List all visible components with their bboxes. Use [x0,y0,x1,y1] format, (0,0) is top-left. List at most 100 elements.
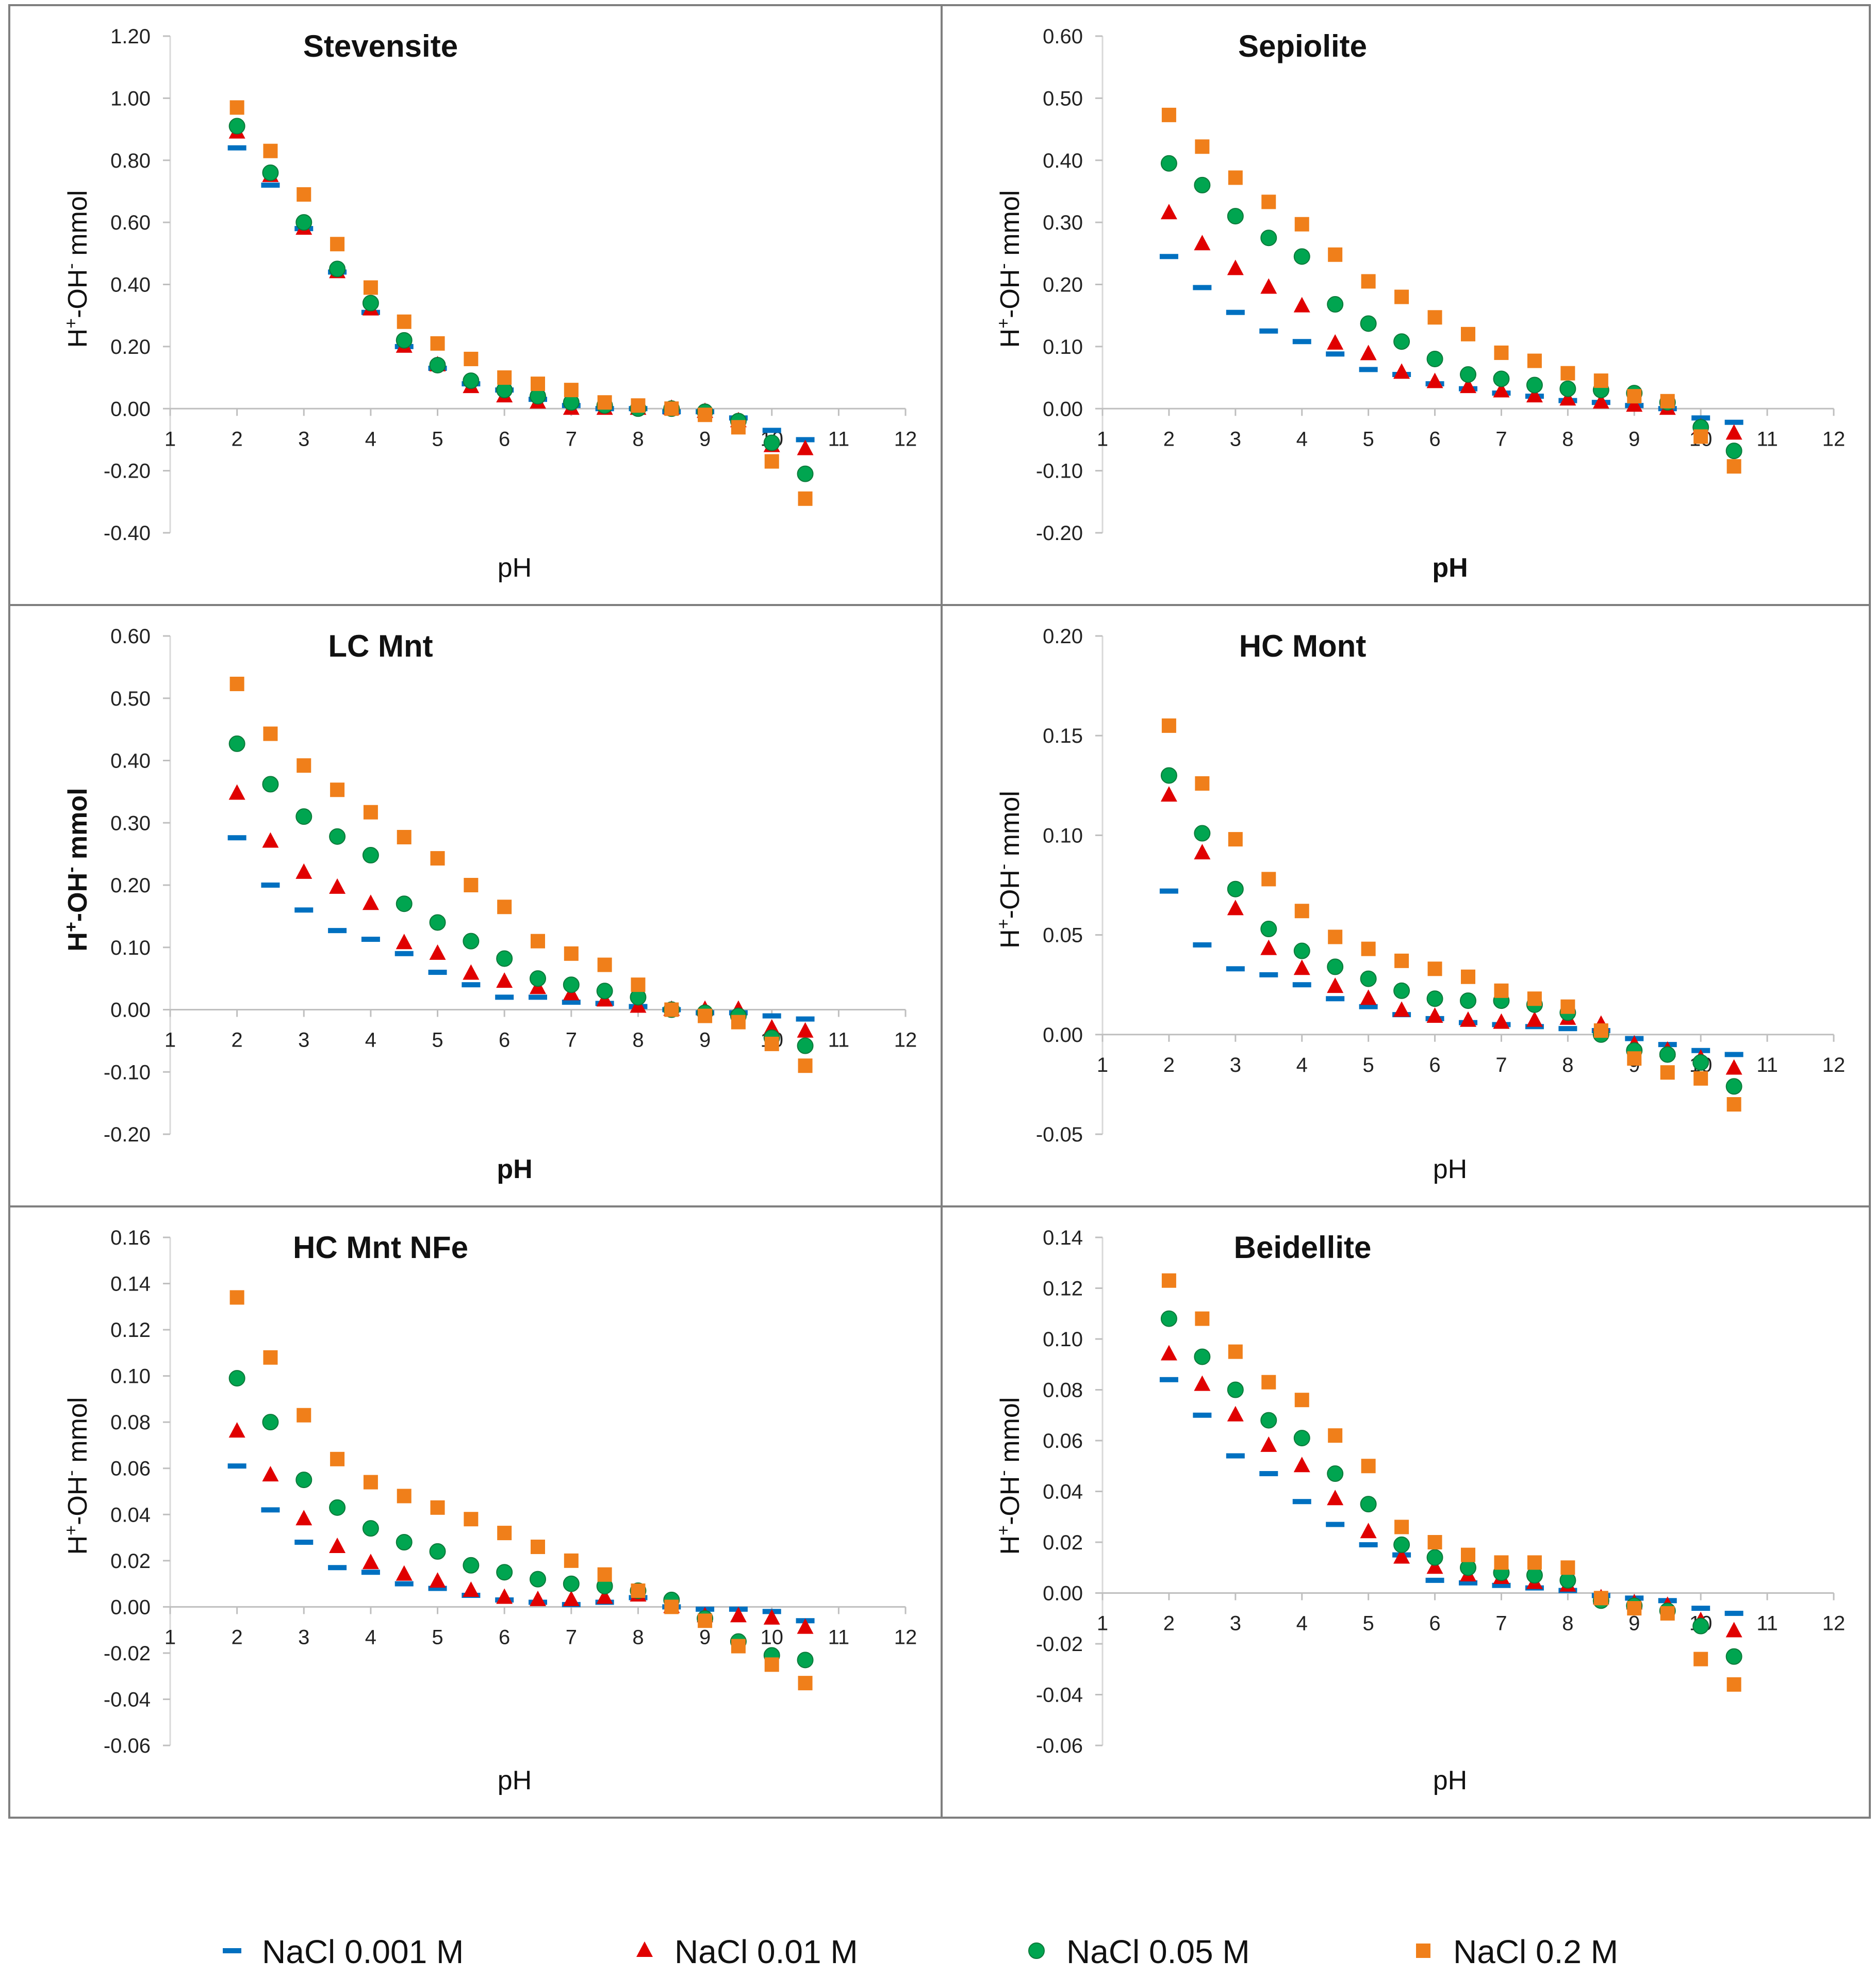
y-tick-label: 0.40 [110,750,151,773]
data-point [763,1609,780,1625]
y-tick-label: 0.20 [1043,625,1083,648]
panel-border [8,604,943,1207]
x-tick-label: 4 [365,428,376,450]
data-point [1359,1004,1378,1009]
data-point [464,878,479,892]
data-point [1725,443,1742,460]
data-point [1328,247,1343,262]
x-tick-label: 11 [828,1626,850,1648]
data-point [1527,1555,1542,1570]
series-4 [229,100,813,506]
data-point [329,260,346,277]
data-point [463,933,480,950]
y-tick-label: -0.05 [1036,1123,1083,1146]
data-point [1259,328,1278,334]
x-tick-label: 9 [1628,1612,1640,1635]
data-point [698,1613,713,1628]
data-point [698,407,713,422]
y-tick-label: 0.40 [1043,150,1083,172]
data-point [1293,297,1310,313]
data-point [1160,1345,1177,1361]
x-tick-label: 5 [1363,1612,1374,1635]
data-point [1227,1381,1244,1398]
x-tick-label: 3 [298,1029,309,1052]
data-point [1159,254,1178,259]
chart-title: LC Mnt [328,629,433,663]
data-point [1327,334,1344,350]
data-point [1193,285,1212,290]
data-point [1328,1428,1343,1443]
data-point [362,1554,379,1570]
x-tick-label: 8 [1562,1612,1573,1635]
chart-panel-1: 1.201.000.800.600.400.200.00-0.20-0.401 2… [8,4,943,606]
x-tick-label: 1 [1097,1054,1108,1076]
data-point [1194,844,1211,860]
y-tick-label: -0.10 [1036,460,1083,483]
data-point [1593,1591,1608,1606]
data-point [1493,1013,1510,1029]
data-point [1393,1001,1410,1017]
data-point [1195,139,1210,154]
data-point [1193,1412,1212,1418]
y-tick-label: 0.06 [110,1458,151,1480]
data-point [295,863,312,879]
y-tick-label: 0.12 [1043,1278,1083,1300]
x-axis-label: pH [497,1154,532,1184]
data-point [530,1571,546,1588]
y-axis-label: H+-OH- mmol [994,791,1025,949]
x-axis-label: pH [1433,1154,1467,1184]
data-point [1260,230,1277,247]
data-point [1193,942,1212,948]
y-tick-label: 0.00 [1043,398,1083,420]
data-point [1359,367,1378,372]
y-tick-label: 0.00 [110,398,151,420]
data-point [361,937,380,942]
data-point [262,776,279,793]
data-point [397,1489,412,1504]
chart-panel-5: 0.16 0.14 0.12 0.10 0.08 0.06 0.04 0.02 0.00 -0.0… [8,1205,943,1819]
x-tick-label: 7 [566,428,577,450]
y-tick-label: -0.20 [1036,522,1083,545]
data-point [396,332,413,349]
data-point [1226,309,1245,315]
data-point [1227,900,1244,916]
data-point [798,1058,813,1073]
data-point [1526,377,1543,394]
data-point [1526,1011,1543,1027]
data-point [294,1540,314,1545]
data-point [798,491,813,506]
y-tick-label: 0.50 [1043,87,1083,110]
x-tick-label: 2 [232,1626,243,1648]
data-point [1593,1023,1608,1038]
data-point [1693,429,1708,444]
y-tick-label: -0.06 [104,1735,151,1757]
data-point [1691,415,1710,421]
data-point [597,957,612,972]
legend-item-1: NaCl 0.001 M [223,1933,464,1970]
data-point [1724,419,1743,425]
data-point [329,828,346,845]
y-tick-label: 1.00 [110,87,151,110]
data-point [495,994,514,1000]
data-point [262,164,279,181]
y-tick-label: 0.00 [1043,1024,1083,1047]
data-point [1361,1459,1376,1474]
data-point [596,983,613,1000]
x-tick-label: 11 [828,428,850,450]
chart-panel-4: 0.200.150.100.050.00-0.05123456789101112… [941,604,1871,1207]
data-point [1559,1572,1576,1589]
data-point [1326,351,1345,357]
data-point [1426,1558,1443,1574]
data-point [1460,992,1476,1009]
data-point [1393,982,1410,999]
data-point [263,143,278,158]
data-point [631,398,646,413]
data-point [731,420,746,435]
data-point [1460,378,1476,394]
data-point [1492,1582,1511,1588]
data-point [229,100,244,115]
data-point [228,784,245,800]
data-point [430,1500,445,1515]
data-point [1726,1677,1741,1692]
